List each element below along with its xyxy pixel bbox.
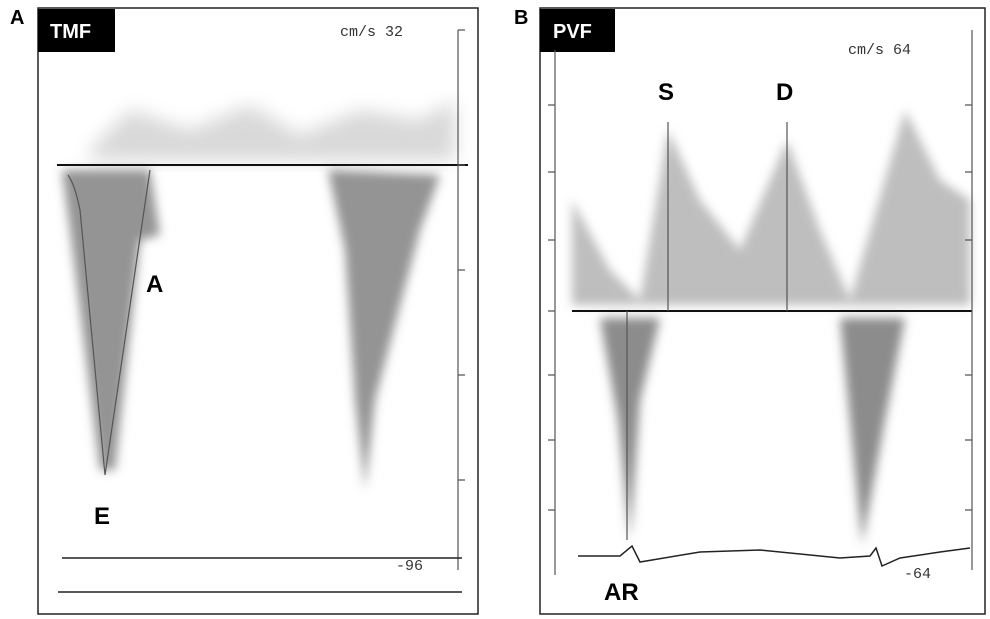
wave-label: E	[94, 503, 110, 530]
envelope	[67, 169, 151, 476]
wave-label: AR	[604, 579, 639, 606]
noise	[90, 100, 455, 160]
axis-ticks	[458, 29, 465, 481]
scale-label: cm/s 64	[848, 42, 911, 59]
wave-label: A	[146, 271, 163, 298]
bottom-label: -64	[904, 566, 931, 583]
panel-letter: A	[10, 7, 24, 29]
panel-b: B PVF cm/s 64 -64 S D AR	[514, 7, 986, 615]
wave-label: S	[658, 79, 674, 106]
axis-ticks	[965, 104, 972, 511]
title-box	[540, 9, 615, 52]
axis-ticks	[548, 104, 555, 511]
panel-a: A TMF cm/s 32 -96 A E	[10, 7, 479, 615]
scale-label: cm/s 32	[340, 24, 403, 41]
bottom-label: -96	[396, 558, 423, 575]
ecg-trace	[578, 544, 971, 568]
doppler-signal	[572, 110, 970, 545]
panel-letter: B	[514, 7, 528, 29]
doppler-signal	[62, 170, 440, 490]
panel-title: PVF	[553, 21, 592, 43]
title-box	[38, 9, 115, 52]
wave-label: D	[776, 79, 793, 106]
panel-title: TMF	[50, 21, 91, 43]
